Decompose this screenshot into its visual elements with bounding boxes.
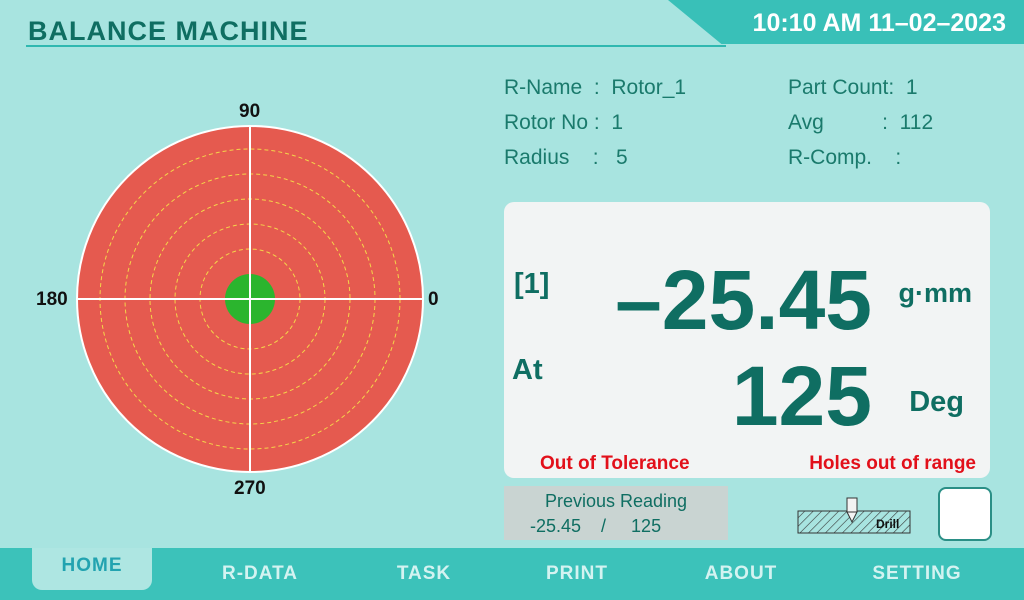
- angle-label-90: 90: [239, 101, 261, 122]
- average: Avg : 112: [788, 111, 934, 134]
- part-count: Part Count: 1: [788, 76, 918, 99]
- page-title: BALANCE MACHINE: [28, 16, 309, 46]
- tab-about[interactable]: ABOUT: [704, 563, 778, 584]
- drill-icon: Drill: [797, 497, 911, 534]
- holes-status: Holes out of range: [809, 453, 976, 474]
- rotor-name: R-Name : Rotor_1: [504, 76, 687, 99]
- tab-r-data[interactable]: R-DATA: [222, 563, 298, 584]
- tolerance-status: Out of Tolerance: [540, 453, 690, 474]
- imbalance-value: –25.45: [615, 253, 872, 347]
- angle-label-0: 0: [428, 289, 439, 310]
- angle-unit: Deg: [909, 386, 964, 418]
- title-underline: [26, 45, 726, 47]
- drill-label: Drill: [876, 517, 899, 531]
- previous-reading-values: -25.45 / 125: [530, 516, 662, 536]
- at-label: At: [512, 354, 543, 386]
- clock-tab: [668, 0, 1024, 44]
- reading-index: [1]: [514, 268, 550, 300]
- imbalance-unit: g·mm: [898, 278, 973, 308]
- tab-setting[interactable]: SETTING: [872, 563, 962, 584]
- datetime: 10:10 AM 11–02–2023: [752, 9, 1006, 37]
- tab-home[interactable]: HOME: [32, 548, 152, 590]
- bottom-nav: HOME R-DATA TASK PRINT ABOUT SETTING: [0, 548, 1024, 600]
- angle-value: 125: [731, 349, 872, 443]
- previous-reading: Previous Reading -25.45 / 125: [504, 486, 728, 540]
- r-comp: R-Comp. :: [788, 146, 902, 169]
- radius: Radius : 5: [504, 146, 628, 169]
- tab-print[interactable]: PRINT: [546, 563, 608, 584]
- action-square-button[interactable]: [938, 487, 992, 541]
- previous-reading-title: Previous Reading: [544, 491, 688, 511]
- angle-label-180: 180: [36, 289, 68, 310]
- result-panel: [1] –25.45 g·mm At 125 Deg Out of Tolera…: [504, 202, 990, 478]
- polar-target: [76, 125, 424, 473]
- tab-task[interactable]: TASK: [396, 563, 452, 584]
- rotor-number: Rotor No : 1: [504, 111, 624, 134]
- angle-label-270: 270: [234, 478, 266, 499]
